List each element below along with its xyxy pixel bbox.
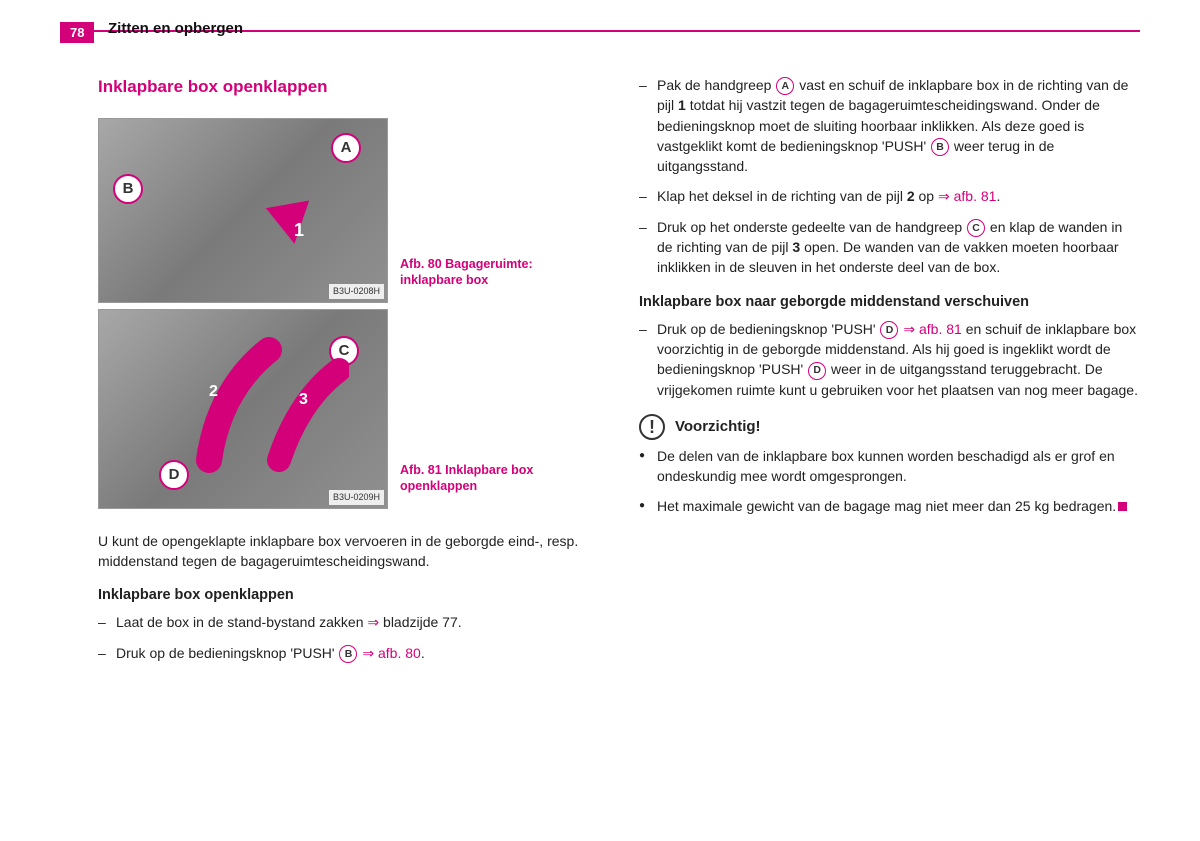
p2b: op bbox=[915, 188, 938, 204]
p2a: Klap het deksel in de richting van de pi… bbox=[657, 188, 907, 204]
step2-text-a: Druk op de bedieningsknop 'PUSH' bbox=[116, 645, 338, 661]
link-afb81: afb. 81 bbox=[954, 188, 997, 204]
step-3: Pak de handgreep A vast en schuif de ink… bbox=[639, 75, 1140, 176]
label-d: D bbox=[159, 460, 189, 490]
caution-2: Het maximale gewicht van de bagage mag n… bbox=[639, 496, 1140, 516]
step1-text-a: Laat de box in de stand-bystand zakken bbox=[116, 614, 367, 630]
s2a: Druk op de bedieningsknop 'PUSH' bbox=[657, 321, 879, 337]
label-a: A bbox=[331, 133, 361, 163]
intro-text: U kunt de opengeklapte inklapbare box ve… bbox=[98, 531, 599, 572]
subheading-1: Inklapbare box openklappen bbox=[98, 585, 599, 606]
step-2: Druk op de bedieningsknop 'PUSH' B ⇒ afb… bbox=[98, 643, 599, 663]
section-title: Inklapbare box openklappen bbox=[98, 75, 599, 100]
right-column: Pak de handgreep A vast en schuif de ink… bbox=[639, 75, 1140, 673]
ref-c-icon: C bbox=[967, 219, 985, 237]
step-middle: Druk op de bedieningsknop 'PUSH' D ⇒ afb… bbox=[639, 319, 1140, 400]
steps-list-1-cont: Pak de handgreep A vast en schuif de ink… bbox=[639, 75, 1140, 278]
bold-1: 1 bbox=[678, 97, 686, 113]
figure-80-caption: Afb. 80 Bagageruimte: inklapbare box bbox=[400, 256, 540, 309]
arrows-2-3-icon bbox=[189, 330, 349, 480]
num-3: 3 bbox=[299, 388, 308, 411]
caution-title: Voorzichtig! bbox=[675, 416, 761, 438]
ref-b-icon: B bbox=[339, 645, 357, 663]
ref-a-icon: A bbox=[776, 77, 794, 95]
num-1: 1 bbox=[294, 217, 304, 243]
subheading-2: Inklapbare box naar geborgde middenstand… bbox=[639, 292, 1140, 313]
step2-link: afb. 80 bbox=[378, 645, 421, 661]
label-b: B bbox=[113, 174, 143, 204]
figure-81: C D 2 3 B3U-0209H bbox=[98, 309, 388, 509]
caution-list: De delen van de inklapbare box kunnen wo… bbox=[639, 446, 1140, 517]
chapter-title: Zitten en opbergen bbox=[108, 20, 243, 37]
bold-2: 2 bbox=[907, 188, 915, 204]
caution-1: De delen van de inklapbare box kunnen wo… bbox=[639, 446, 1140, 487]
caution-2-text: Het maximale gewicht van de bagage mag n… bbox=[657, 498, 1116, 514]
page-number: 78 bbox=[60, 22, 94, 43]
step-1: Laat de box in de stand-bystand zakken ⇒… bbox=[98, 612, 599, 632]
left-column: Inklapbare box openklappen A B 1 B3U-020… bbox=[98, 75, 599, 673]
caution-icon: ! bbox=[639, 414, 665, 440]
p1a: Pak de handgreep bbox=[657, 77, 775, 93]
caution-header: ! Voorzichtig! bbox=[639, 414, 1140, 440]
arrow-1-icon bbox=[266, 200, 316, 247]
num-2: 2 bbox=[209, 380, 218, 403]
step-5: Druk op het onderste gedeelte van de han… bbox=[639, 217, 1140, 278]
figure-80: A B 1 B3U-0208H bbox=[98, 118, 388, 303]
steps-list-2: Druk op de bedieningsknop 'PUSH' D ⇒ afb… bbox=[639, 319, 1140, 400]
s2-link: afb. 81 bbox=[919, 321, 962, 337]
ref-d2-icon: D bbox=[808, 362, 826, 380]
figure-81-caption: Afb. 81 Inklapbare box openklappen bbox=[400, 462, 540, 515]
ref-b2-icon: B bbox=[931, 138, 949, 156]
figure-80-row: A B 1 B3U-0208H Afb. 80 Bagageruimte: in… bbox=[98, 118, 599, 309]
p3a: Druk op het onderste gedeelte van de han… bbox=[657, 219, 966, 235]
step1-text-b: bladzijde 77. bbox=[379, 614, 462, 630]
figure-code-81: B3U-0209H bbox=[329, 490, 384, 505]
step-4: Klap het deksel in de richting van de pi… bbox=[639, 186, 1140, 206]
steps-list-1: Laat de box in de stand-bystand zakken ⇒… bbox=[98, 612, 599, 663]
end-marker-icon bbox=[1118, 502, 1127, 511]
figure-81-row: C D 2 3 B3U-0209H Afb. 81 Inklapbare box… bbox=[98, 309, 599, 515]
page-content: Inklapbare box openklappen A B 1 B3U-020… bbox=[98, 75, 1140, 673]
ref-d-icon: D bbox=[880, 321, 898, 339]
figure-code-80: B3U-0208H bbox=[329, 284, 384, 299]
